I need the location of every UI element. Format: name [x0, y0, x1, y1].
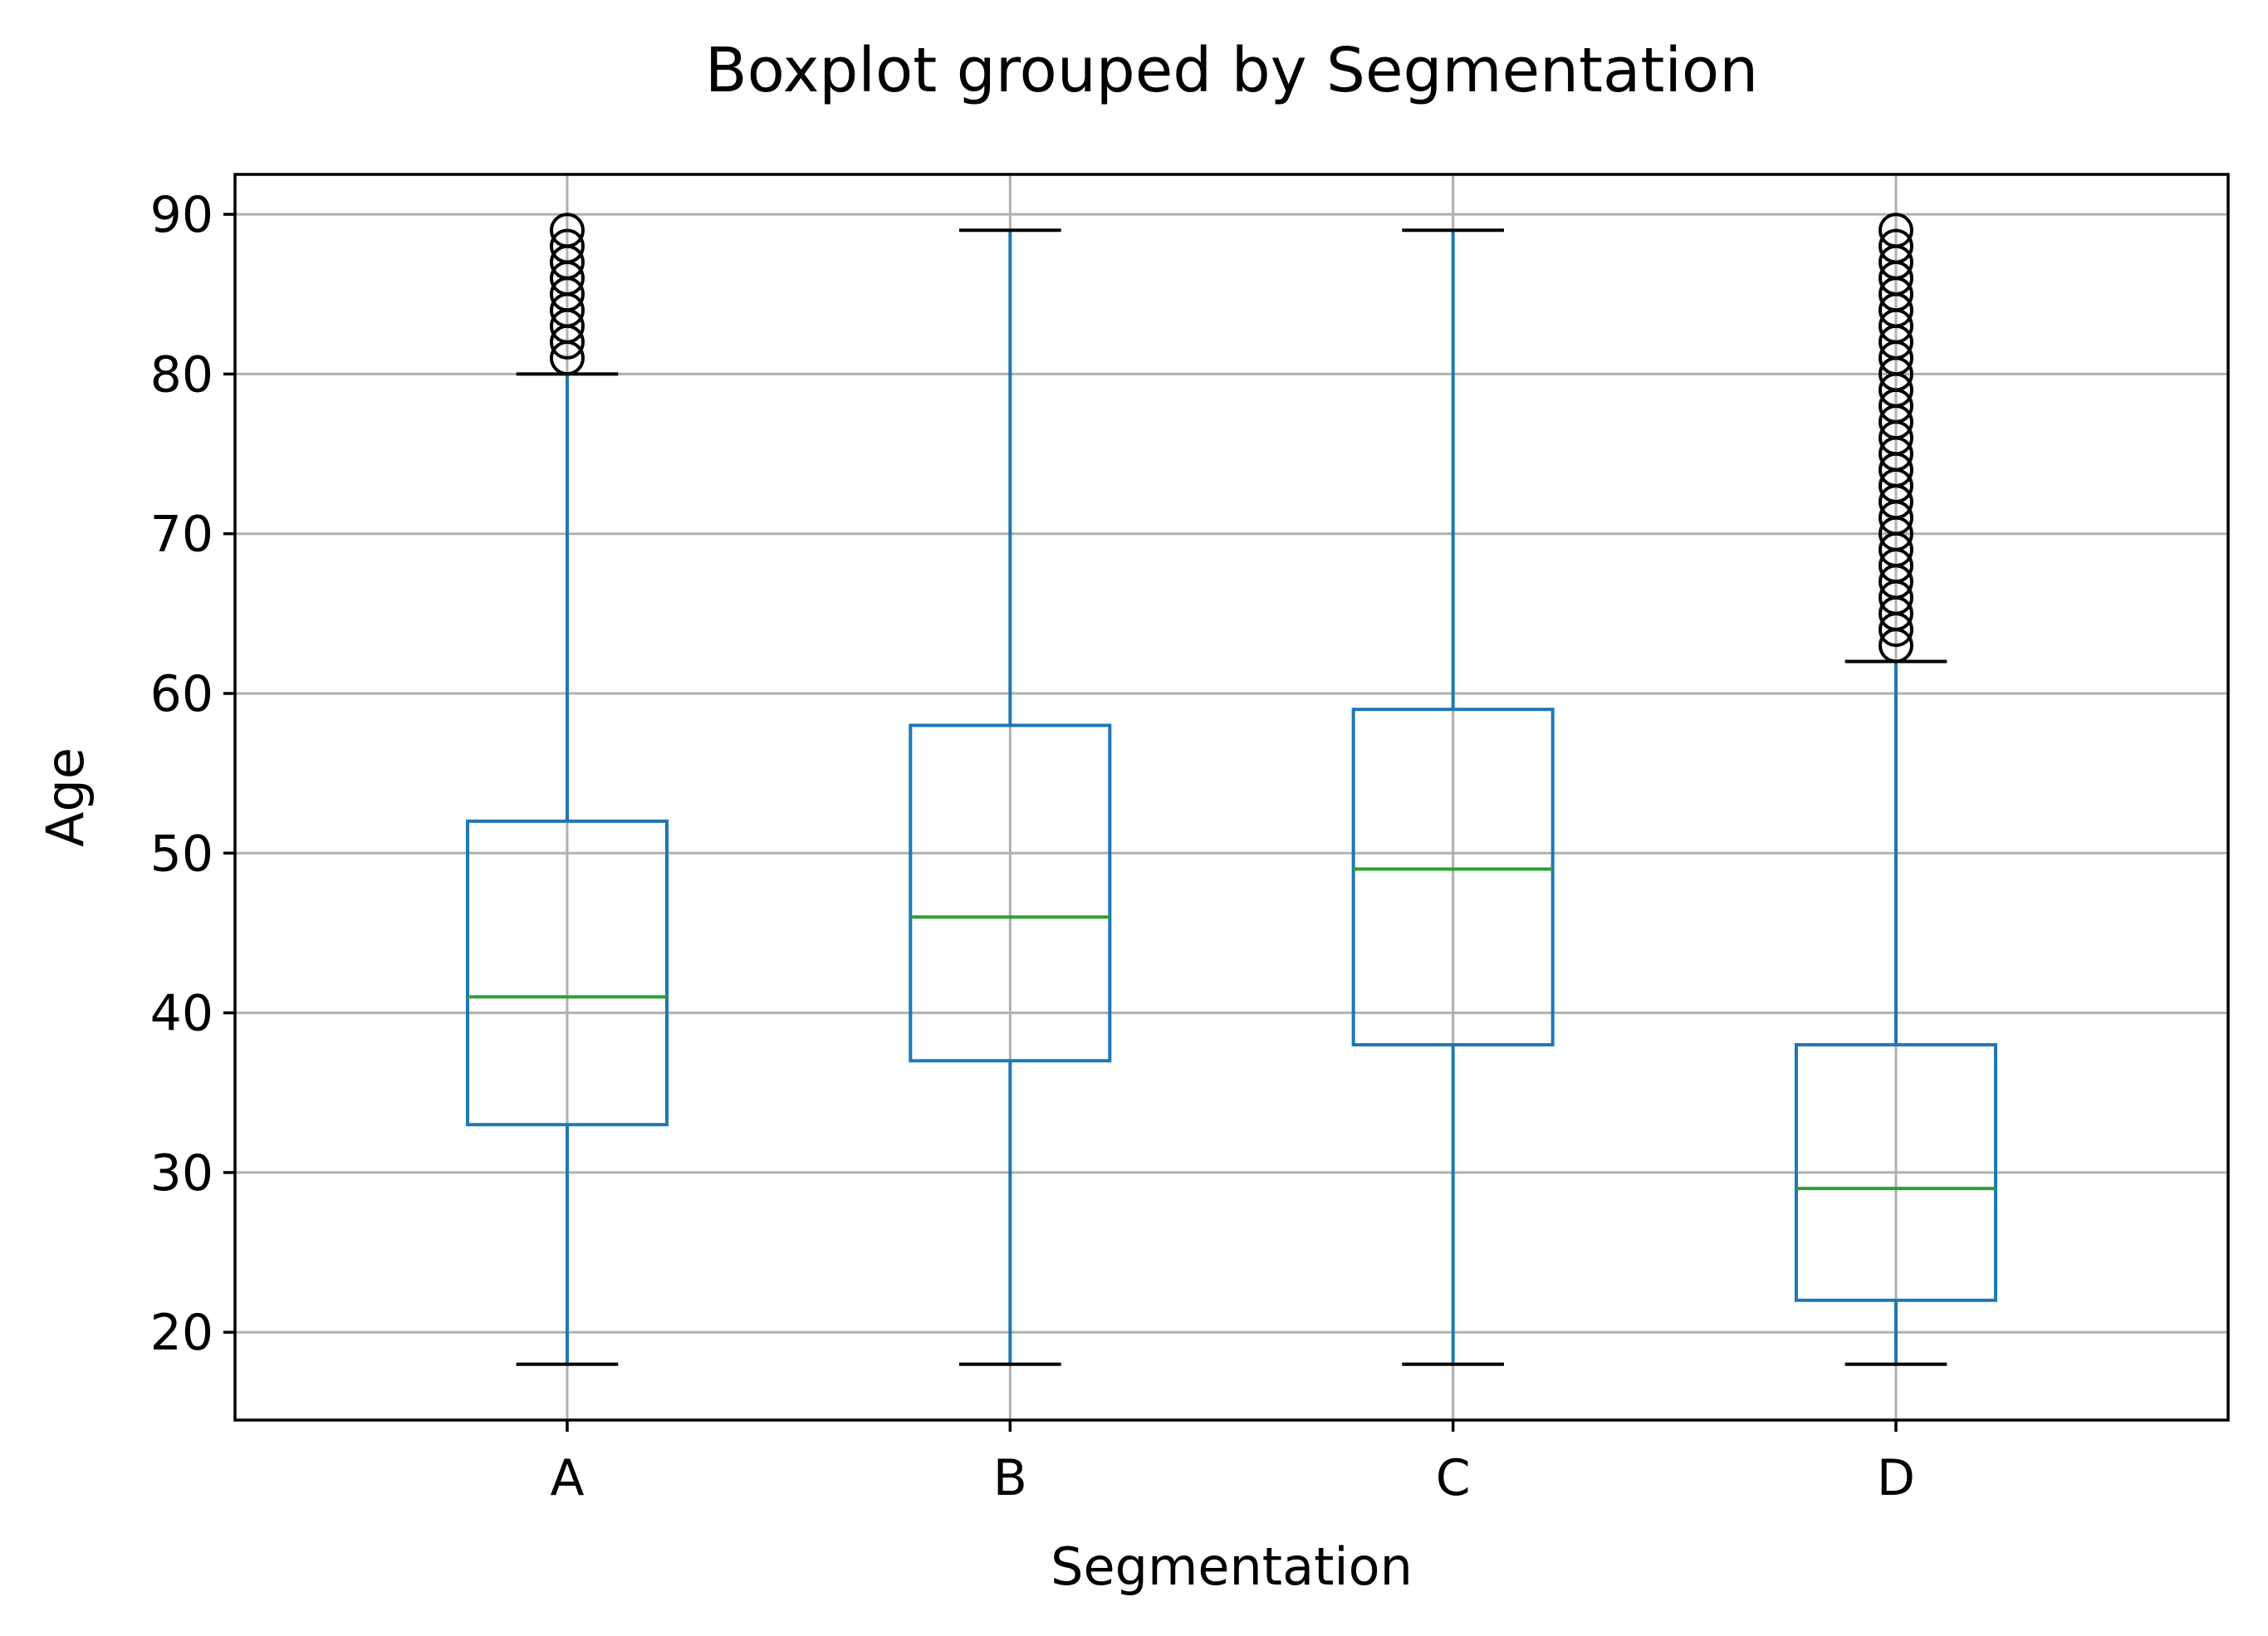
- box-group-d: [1795, 213, 1997, 1366]
- box-series: [466, 213, 1997, 1366]
- iqr-box: [1795, 1043, 1997, 1302]
- y-tick-label: 40: [150, 985, 213, 1043]
- y-tick-label: 90: [150, 186, 213, 244]
- x-axis-label: Segmentation: [1051, 1536, 1413, 1597]
- x-tick-label-c: C: [1436, 1449, 1471, 1507]
- x-tick-label-b: B: [993, 1449, 1027, 1507]
- y-tick-label: 80: [150, 345, 213, 404]
- plot-area-frame: [233, 173, 2230, 1422]
- y-tick-label: 20: [150, 1304, 213, 1362]
- y-tick-label: 60: [150, 665, 213, 723]
- outlier-point: [550, 213, 585, 248]
- x-axis: A B C D: [550, 1420, 1915, 1507]
- y-tick-label: 50: [150, 825, 213, 883]
- y-tick-label: 30: [150, 1144, 213, 1203]
- y-axis: 20 30 40 50 60 70 80 90: [150, 186, 235, 1362]
- x-tick-label-a: A: [550, 1449, 584, 1507]
- chart-title: Boxplot grouped by Segmentation: [705, 35, 1758, 106]
- y-tick-label: 70: [150, 506, 213, 564]
- y-axis-label: Age: [35, 747, 96, 847]
- iqr-box: [466, 819, 669, 1127]
- box-group-a: [466, 213, 669, 1366]
- outlier-point: [1879, 213, 1913, 248]
- box-group-b: [909, 228, 1112, 1366]
- x-tick-label-d: D: [1877, 1449, 1915, 1507]
- outlier-point: [550, 228, 585, 264]
- iqr-box: [909, 723, 1112, 1063]
- iqr-box: [1351, 708, 1555, 1047]
- box-group-c: [1351, 228, 1555, 1366]
- outlier-point: [1879, 228, 1913, 264]
